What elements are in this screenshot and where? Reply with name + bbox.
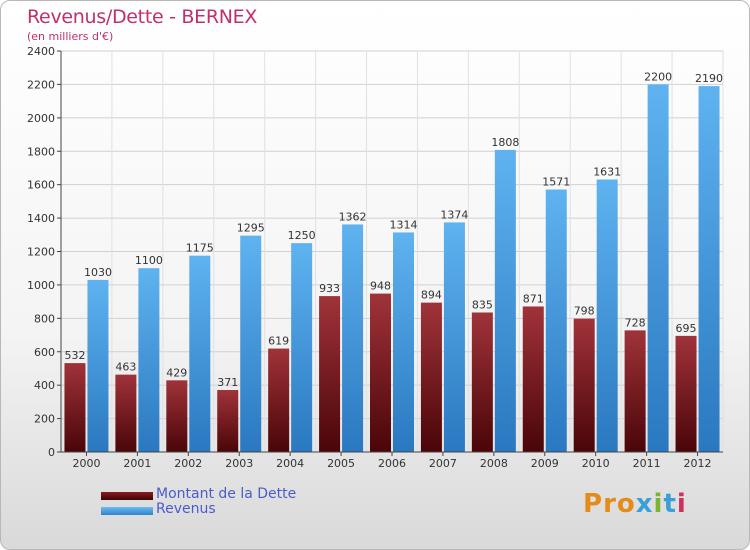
legend-swatch-revenus (101, 507, 153, 515)
x-tick-label: 2011 (633, 457, 661, 470)
data-label-debt-2006: 948 (370, 280, 391, 293)
bar-debt-2002 (166, 380, 188, 452)
x-tick-label: 2005 (327, 457, 355, 470)
bar-revenus-2012 (698, 86, 720, 453)
bar-revenus-2005 (342, 224, 364, 452)
x-tick-label: 2000 (72, 457, 100, 470)
y-tick-label: 2200 (27, 78, 55, 91)
data-label-revenus-2000: 1030 (84, 266, 112, 279)
legend-label-revenus: Revenus (156, 501, 216, 517)
y-tick-label: 0 (48, 446, 55, 459)
x-tick-label: 2003 (225, 457, 253, 470)
bar-debt-2012 (675, 335, 697, 452)
x-tick-label: 2002 (174, 457, 202, 470)
data-label-revenus-2010: 1631 (593, 165, 621, 178)
bar-revenus-2010 (596, 179, 618, 453)
bar-revenus-2007 (443, 222, 465, 452)
y-tick-label: 1400 (27, 212, 55, 225)
chart-title: Revenus/Dette - BERNEX (27, 6, 258, 28)
data-label-revenus-2004: 1250 (288, 229, 316, 242)
data-label-revenus-2002: 1175 (186, 242, 214, 255)
bar-debt-2000 (64, 363, 86, 452)
data-label-revenus-2005: 1362 (339, 210, 367, 223)
data-label-debt-2003: 371 (217, 376, 238, 389)
y-tick-label: 1000 (27, 279, 55, 292)
bar-debt-2001 (115, 374, 137, 452)
x-tick-label: 2006 (378, 457, 406, 470)
bar-revenus-2000 (87, 279, 109, 452)
y-tick-label: 1800 (27, 145, 55, 158)
data-label-debt-2005: 933 (319, 282, 340, 295)
y-tick-label: 600 (34, 346, 55, 359)
y-tick-label: 400 (34, 379, 55, 392)
y-tick-label: 2400 (27, 45, 55, 58)
x-tick-label: 2004 (276, 457, 304, 470)
data-label-revenus-2011: 2200 (644, 70, 672, 83)
data-label-debt-2008: 835 (472, 298, 493, 311)
data-label-revenus-2009: 1571 (542, 176, 570, 189)
legend-swatch-debt (101, 492, 153, 500)
bar-debt-2008 (471, 312, 493, 452)
data-label-revenus-2008: 1808 (491, 136, 519, 149)
bar-debt-2011 (624, 330, 646, 452)
x-tick-label: 2007 (429, 457, 457, 470)
x-tick-label: 2010 (582, 457, 610, 470)
data-label-debt-2011: 728 (625, 316, 646, 329)
x-tick-label: 2001 (123, 457, 151, 470)
bar-debt-2005 (319, 296, 341, 452)
y-tick-label: 200 (34, 413, 55, 426)
y-tick-label: 1200 (27, 246, 55, 259)
y-tick-label: 2000 (27, 112, 55, 125)
data-label-revenus-2012: 2190 (695, 72, 723, 85)
bar-revenus-2009 (545, 189, 567, 452)
bar-revenus-2006 (393, 232, 414, 452)
data-label-debt-2004: 619 (268, 335, 289, 348)
data-label-revenus-2006: 1314 (390, 218, 418, 231)
data-label-debt-2002: 429 (166, 366, 187, 379)
data-label-debt-2012: 695 (676, 322, 697, 335)
x-tick-label: 2009 (531, 457, 559, 470)
bar-debt-2009 (522, 306, 544, 452)
bar-debt-2010 (573, 318, 595, 452)
data-label-revenus-2007: 1374 (440, 208, 468, 221)
bar-debt-2006 (370, 293, 391, 452)
bar-debt-2003 (217, 390, 239, 452)
bar-debt-2007 (420, 302, 442, 452)
x-tick-label: 2012 (684, 457, 712, 470)
y-tick-label: 800 (34, 312, 55, 325)
proxiti-logo: Proxiti (583, 489, 687, 519)
x-tick-label: 2008 (480, 457, 508, 470)
legend-label-debt: Montant de la Dette (156, 486, 297, 502)
data-label-revenus-2003: 1295 (237, 222, 265, 235)
data-label-revenus-2001: 1100 (135, 254, 163, 267)
data-label-debt-2000: 532 (64, 349, 85, 362)
chart-subtitle: (en milliers d'€) (27, 30, 114, 43)
bar-revenus-2004 (291, 243, 313, 452)
bar-revenus-2008 (494, 149, 516, 452)
bar-revenus-2003 (240, 235, 262, 452)
data-label-debt-2009: 871 (523, 292, 544, 305)
bar-revenus-2002 (189, 255, 211, 452)
bar-revenus-2001 (138, 268, 160, 452)
data-label-debt-2010: 798 (574, 305, 595, 318)
bar-revenus-2011 (647, 84, 669, 453)
bar-debt-2004 (268, 348, 290, 452)
data-label-debt-2007: 894 (421, 289, 442, 302)
data-label-debt-2001: 463 (115, 361, 136, 374)
y-tick-label: 1600 (27, 179, 55, 192)
